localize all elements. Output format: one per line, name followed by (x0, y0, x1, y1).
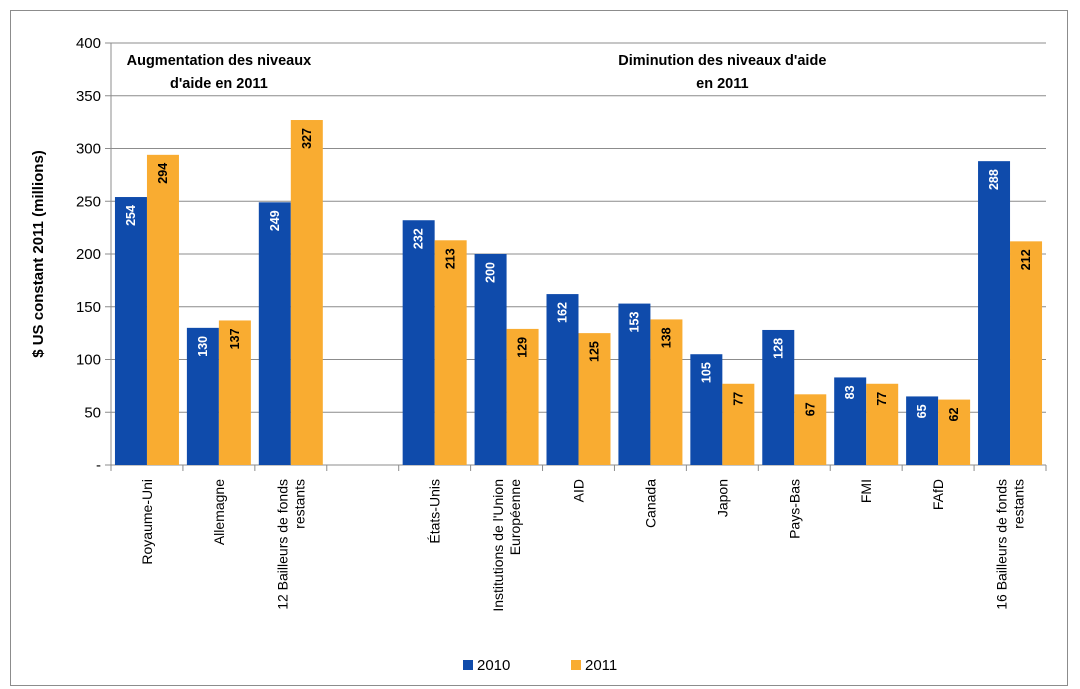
y-tick-label: 250 (76, 193, 101, 210)
data-label: 67 (803, 402, 817, 416)
data-label: 249 (268, 210, 282, 231)
category-label: 12 Bailleurs de fonds (274, 479, 290, 610)
y-tick-label: 300 (76, 141, 101, 158)
annotation-text: Diminution des niveaux d'aide (618, 53, 826, 69)
legend-swatch-2010 (463, 660, 473, 670)
data-label: 77 (875, 392, 889, 406)
data-label: 162 (556, 302, 570, 323)
data-label: 212 (1019, 249, 1033, 270)
bar-2010-6 (546, 294, 579, 465)
annotation-text: Augmentation des niveaux (127, 53, 312, 69)
data-label: 327 (300, 128, 314, 149)
category-label: FMI (858, 479, 874, 503)
bar-2010-12 (978, 161, 1011, 465)
annotation-text: d'aide en 2011 (170, 76, 268, 92)
bar-chart: - 50 100 150 200 250 300 350 400 254 130 249 232 200 1… (30, 35, 1047, 674)
y-tick-label: 200 (76, 246, 101, 263)
category-label: Institutions de l'Union (490, 479, 506, 612)
bar-2011-6 (578, 333, 611, 465)
bar-2010-4 (402, 220, 435, 465)
bar-2010-9 (762, 329, 795, 465)
data-label: 232 (412, 228, 426, 249)
data-label: 130 (196, 336, 210, 357)
category-label: Royaume-Uni (139, 479, 155, 565)
bar-2011-10 (866, 383, 899, 465)
category-label: Allemagne (211, 479, 227, 545)
bar-2010-0 (114, 197, 147, 465)
category-label: FAfD (930, 479, 946, 510)
bar-2010-11 (906, 396, 939, 465)
data-label: 153 (627, 312, 641, 333)
category-label: 16 Bailleurs de fonds (994, 479, 1010, 610)
annotation-text: en 2011 (696, 76, 748, 92)
category-label: restants (1011, 479, 1027, 529)
bar-2011-0 (146, 154, 179, 465)
data-label: 213 (444, 248, 458, 269)
category-label: Pays-Bas (786, 479, 802, 539)
y-tick-label: 350 (76, 88, 101, 105)
y-tick-label: 400 (76, 35, 101, 52)
bar-2010-7 (618, 303, 651, 465)
legend-swatch-2011 (571, 660, 581, 670)
bar-2011-12 (1010, 241, 1043, 465)
bar-2011-7 (650, 319, 683, 465)
data-label: 128 (771, 338, 785, 359)
data-label: 129 (516, 337, 530, 358)
chart-frame: - 50 100 150 200 250 300 350 400 254 130 249 232 200 1… (10, 10, 1068, 686)
y-tick-label: 50 (84, 404, 101, 421)
data-label: 254 (124, 205, 138, 226)
bar-2010-2 (258, 202, 291, 465)
data-label: 77 (731, 392, 745, 406)
bar-2011-5 (506, 328, 539, 465)
category-label: Européenne (507, 479, 523, 556)
data-label: 105 (699, 362, 713, 383)
y-axis-title: $ US constant 2011 (millions) (30, 150, 47, 358)
data-label: 294 (156, 163, 170, 184)
bar-2011-2 (290, 120, 323, 465)
legend-label-2011: 2011 (585, 657, 617, 674)
data-label: 62 (947, 408, 961, 422)
data-label: 83 (843, 385, 857, 399)
bar-2010-8 (690, 354, 723, 465)
data-label: 137 (228, 328, 242, 349)
y-tick-label: - (96, 457, 101, 474)
bar-2011-4 (434, 240, 467, 465)
bar-2011-8 (722, 383, 755, 465)
y-tick-label: 100 (76, 352, 101, 369)
data-label: 200 (484, 262, 498, 283)
category-label: États-Unis (427, 479, 443, 544)
category-label: Canada (642, 479, 658, 528)
y-tick-label: 150 (76, 299, 101, 316)
data-label: 138 (659, 327, 673, 348)
category-label: restants (291, 479, 307, 529)
bar-2010-5 (474, 254, 507, 465)
data-label: 125 (588, 341, 602, 362)
category-label: Japon (714, 479, 730, 517)
data-label: 65 (915, 404, 929, 418)
bar-2010-1 (186, 327, 219, 465)
legend-label-2010: 2010 (477, 657, 510, 674)
bar-2011-11 (938, 399, 971, 465)
category-label: AID (571, 479, 587, 502)
bar-2011-1 (218, 320, 251, 465)
bar-2011-9 (794, 394, 827, 465)
data-label: 288 (987, 169, 1001, 190)
bar-2010-10 (834, 377, 867, 465)
